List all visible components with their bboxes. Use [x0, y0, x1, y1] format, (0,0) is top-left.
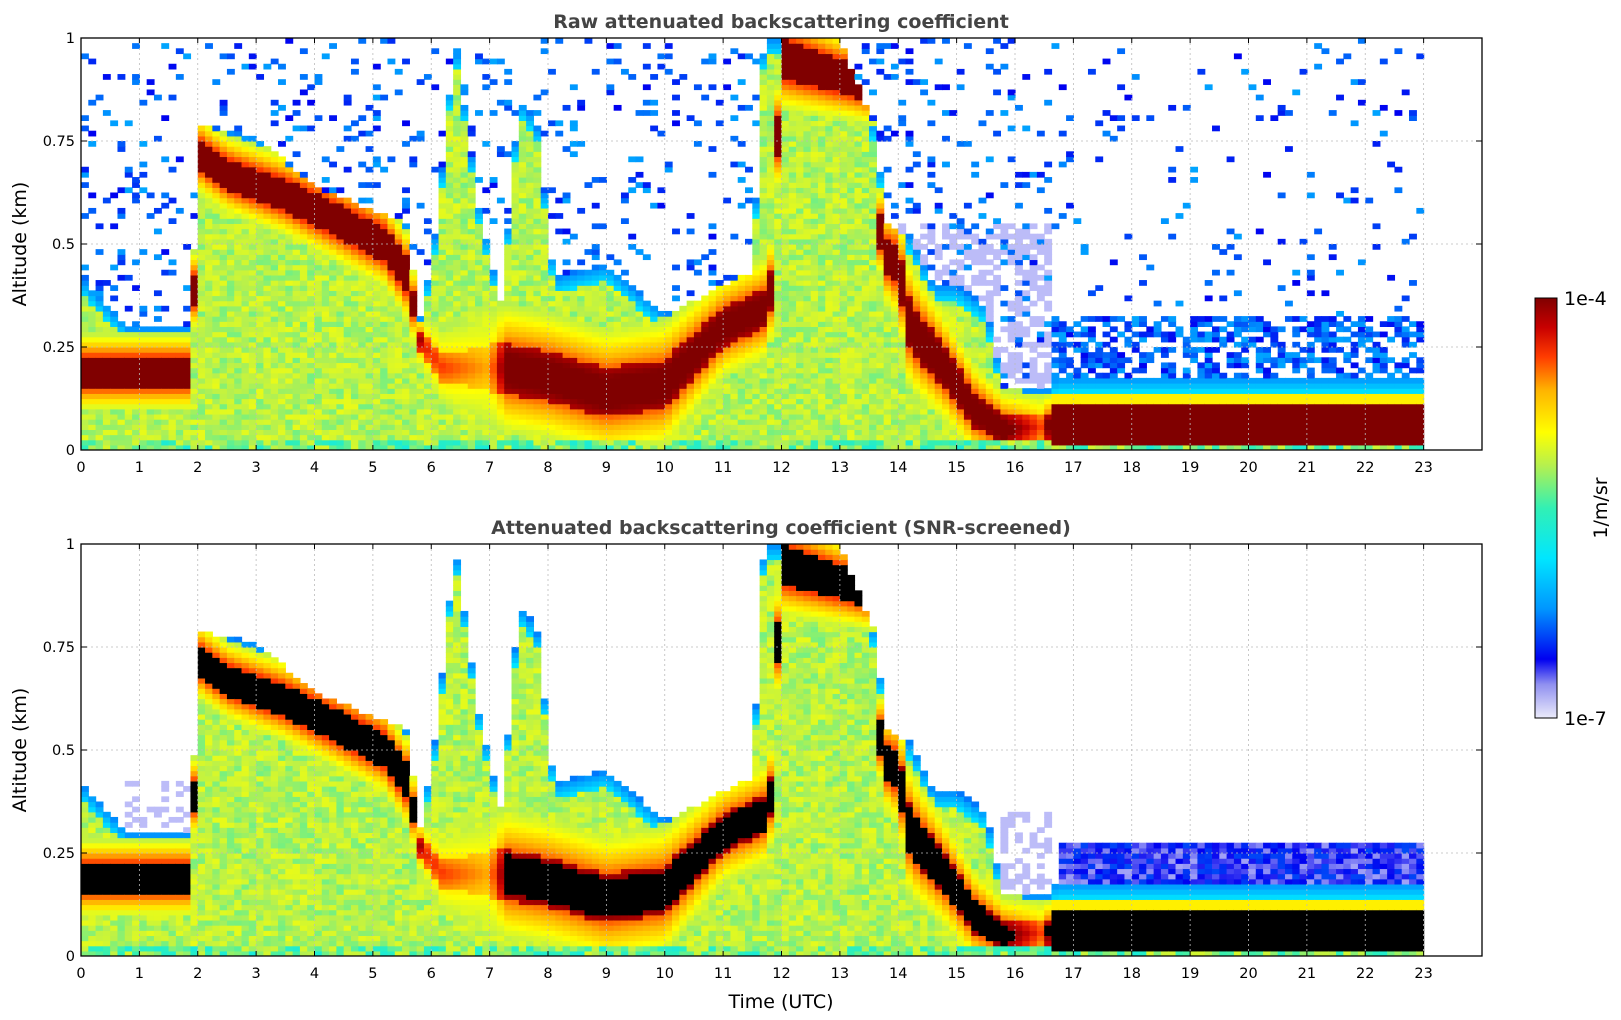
chart-title-screened: Attenuated backscattering coefficient (S… — [491, 517, 1071, 539]
x-tick-label: 21 — [1298, 460, 1316, 476]
x-tick-label: 3 — [252, 966, 261, 982]
x-ticks-screened: 0 1 2 3 4 5 6 7 8 9 10 11 12 13 14 15 16 17 18 19 20 21 22 23 — [76, 544, 1433, 982]
x-tick-label: 6 — [427, 966, 436, 982]
x-tick-label: 13 — [831, 460, 849, 476]
x-tick-label: 11 — [714, 460, 732, 476]
chart-title-raw: Raw attenuated backscattering coefficien… — [553, 11, 1009, 33]
y-ticks-raw: 0 0.25 0.5 0.75 1 — [43, 31, 1482, 459]
x-tick-label: 9 — [602, 460, 611, 476]
x-tick-label: 4 — [310, 966, 319, 982]
y-tick-label: 0.5 — [52, 743, 75, 759]
x-tick-label: 17 — [1064, 966, 1082, 982]
colorbar: 1e-4 1e-7 1/m/sr — [1534, 288, 1612, 730]
colorbar-min-label: 1e-7 — [1564, 708, 1607, 730]
x-tick-label: 16 — [1006, 460, 1024, 476]
x-tick-label: 10 — [656, 460, 674, 476]
x-tick-label: 17 — [1064, 460, 1082, 476]
x-tick-label: 8 — [543, 966, 552, 982]
y-tick-label: 1 — [66, 537, 75, 553]
x-tick-label: 8 — [543, 460, 552, 476]
panel-screened: Attenuated backscattering coefficient (S… — [9, 517, 1483, 1013]
x-tick-label: 5 — [368, 460, 377, 476]
x-tick-label: 12 — [772, 966, 790, 982]
x-tick-label: 14 — [889, 966, 907, 982]
x-tick-label: 22 — [1356, 966, 1374, 982]
x-tick-label: 3 — [252, 460, 261, 476]
x-tick-label: 19 — [1181, 460, 1199, 476]
x-axis-label: Time (UTC) — [727, 991, 833, 1013]
colorbar-unit-label: 1/m/sr — [1590, 477, 1612, 538]
y-tick-label: 1 — [66, 31, 75, 47]
y-tick-label: 0 — [66, 443, 75, 459]
colorbar-max-label: 1e-4 — [1564, 288, 1607, 310]
x-tick-label: 2 — [193, 460, 202, 476]
x-tick-label: 5 — [368, 966, 377, 982]
heatmap-cells — [81, 38, 1425, 450]
x-tick-label: 20 — [1239, 966, 1257, 982]
x-tick-label: 14 — [889, 460, 907, 476]
x-tick-label: 4 — [310, 460, 319, 476]
y-axis-label-raw: Altitude (km) — [9, 182, 31, 307]
x-tick-label: 11 — [714, 966, 732, 982]
x-tick-label: 1 — [135, 460, 144, 476]
x-tick-label: 19 — [1181, 966, 1199, 982]
heatmap-raw — [81, 38, 1425, 450]
y-tick-label: 0.75 — [43, 134, 75, 150]
x-tick-label: 16 — [1006, 966, 1024, 982]
y-axis-label-screened: Altitude (km) — [9, 688, 31, 813]
x-tick-label: 15 — [947, 966, 965, 982]
x-tick-label: 9 — [602, 966, 611, 982]
grid-raw — [81, 38, 1482, 450]
x-tick-label: 21 — [1298, 966, 1316, 982]
heatmap-screened — [81, 544, 1425, 956]
x-tick-label: 1 — [135, 966, 144, 982]
x-tick-label: 15 — [947, 460, 965, 476]
x-tick-label: 22 — [1356, 460, 1374, 476]
x-tick-label: 18 — [1123, 966, 1141, 982]
x-tick-label: 0 — [76, 460, 85, 476]
x-ticks-raw: 0 1 2 3 4 5 6 7 8 9 10 11 12 13 14 15 16 17 18 19 20 21 22 23 — [76, 38, 1433, 476]
y-tick-label: 0 — [66, 949, 75, 965]
y-tick-label: 0.25 — [43, 340, 75, 356]
colorbar-gradient — [1534, 297, 1558, 719]
y-tick-label: 0.75 — [43, 640, 75, 656]
x-tick-label: 0 — [76, 966, 85, 982]
x-tick-label: 18 — [1123, 460, 1141, 476]
panel-raw: Raw attenuated backscattering coefficien… — [9, 11, 1483, 476]
y-tick-label: 0.5 — [52, 237, 75, 253]
x-tick-label: 20 — [1239, 460, 1257, 476]
x-tick-label: 7 — [485, 966, 494, 982]
x-tick-label: 13 — [831, 966, 849, 982]
x-tick-label: 6 — [427, 460, 436, 476]
grid-screened — [81, 544, 1482, 956]
x-tick-label: 12 — [772, 460, 790, 476]
y-ticks-screened: 0 0.25 0.5 0.75 1 — [43, 537, 1482, 965]
x-tick-label: 2 — [193, 966, 202, 982]
heatmap-cells — [81, 544, 1425, 956]
y-tick-label: 0.25 — [43, 846, 75, 862]
x-tick-label: 10 — [656, 966, 674, 982]
x-tick-label: 23 — [1414, 460, 1432, 476]
x-tick-label: 7 — [485, 460, 494, 476]
x-tick-label: 23 — [1414, 966, 1432, 982]
